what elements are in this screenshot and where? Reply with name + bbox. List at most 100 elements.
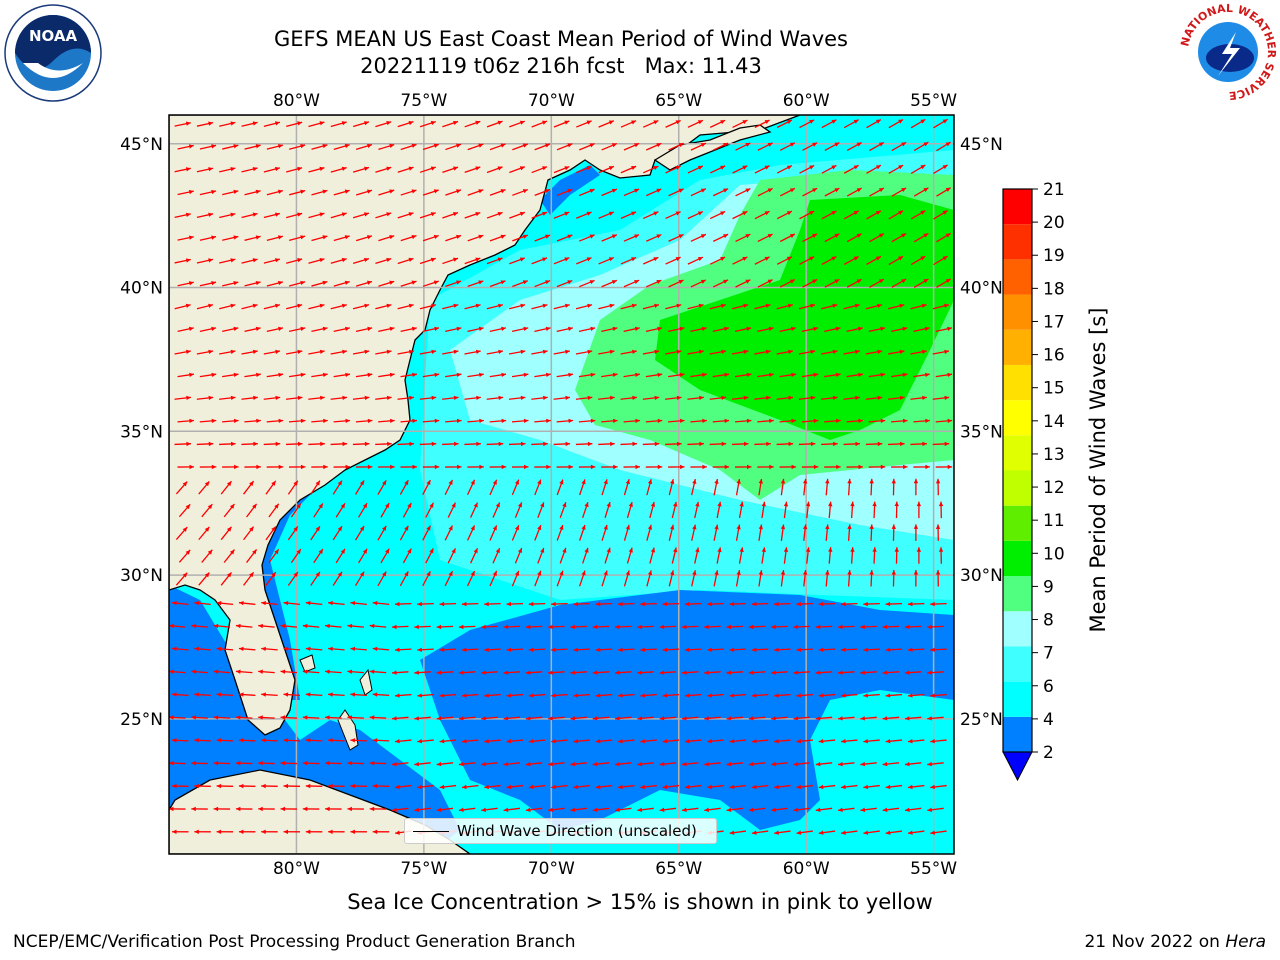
arrow-head-561: [204, 481, 210, 487]
arrow-head-802: [882, 624, 888, 630]
arrow-head-325: [411, 326, 417, 331]
arrow-head-160: [631, 211, 637, 216]
arrow-head-830: [729, 647, 735, 652]
arrow-head-419: [947, 372, 953, 378]
arrow-head-179: [277, 235, 283, 240]
arrow-head-851: [414, 670, 419, 675]
arrow-head-339: [724, 326, 729, 331]
arrow-head-1093: [350, 829, 355, 834]
arrow-head-1010: [838, 761, 843, 767]
arrow-head-1067: [548, 807, 553, 812]
arrow-head-202: [789, 233, 795, 238]
arrow-head-1006: [748, 761, 754, 767]
arrow-head-806: [194, 646, 200, 652]
lat-tick-right-0: 45°N: [960, 135, 1003, 155]
arrow-head-524: [944, 441, 950, 447]
arrow-head-926: [525, 716, 531, 721]
arrow-head-389: [278, 372, 284, 378]
arrow-head-59: [723, 143, 729, 147]
arrow-head-241: [875, 256, 881, 261]
arrow-head-124: [611, 188, 617, 193]
colorbar-tick-10: 14: [1043, 412, 1065, 432]
arrow-head-529: [278, 464, 284, 470]
arrow-head-554: [836, 464, 841, 470]
arrow-head-619: [717, 501, 722, 507]
arrow-head-253: [367, 280, 372, 285]
arrow-head-857: [548, 670, 553, 675]
arrow-head-332: [567, 326, 573, 331]
arrow-head-969: [707, 739, 712, 744]
arrow-head-1110: [729, 830, 735, 835]
arrow-head-612: [562, 502, 567, 508]
arrow-head-435: [520, 395, 526, 401]
arrow-head-505: [520, 441, 526, 447]
arrow-head-657: [780, 524, 786, 530]
arrow-head-791: [637, 624, 642, 630]
arrow-head-650: [625, 524, 630, 530]
arrow-head-845: [280, 669, 286, 674]
lat-tick-left-3: 30°N: [120, 566, 163, 586]
arrow-head-1019: [261, 783, 266, 789]
arrow-head-297: [564, 303, 570, 308]
arrow-head-403: [590, 372, 596, 378]
arrow-head-567: [337, 480, 343, 486]
arrow-head-641: [426, 525, 431, 531]
arrow-head-1027: [439, 784, 445, 790]
arrow-head-230: [631, 257, 637, 262]
arrow-head-290: [408, 303, 414, 308]
arrow-head-481: [769, 418, 774, 424]
arrow-head-423: [253, 395, 258, 401]
arrow-head-399: [501, 372, 507, 378]
arrow-head-978: [907, 739, 913, 744]
arrow-head-14: [497, 120, 503, 125]
arrow-head-42: [344, 143, 350, 149]
arrow-head-1071: [637, 807, 643, 812]
arrow-head-262: [567, 280, 573, 285]
arrow-head-252: [344, 280, 350, 285]
arrow-head-948: [238, 738, 244, 743]
arrow-head-321: [322, 326, 328, 331]
arrow-head-468: [479, 418, 484, 424]
arrow-head-373: [698, 349, 704, 354]
arrow-head-965: [618, 739, 623, 744]
land-cuba: [169, 769, 472, 854]
arrow-head-61: [767, 142, 773, 147]
arrow-head-83: [475, 166, 481, 171]
arrow-head-191: [545, 234, 551, 239]
arrow-head-248: [255, 280, 261, 286]
arrow-head-827: [662, 647, 668, 652]
arrow-head-622: [783, 501, 789, 507]
arrow-head-510: [632, 441, 637, 447]
arrow-head-291: [431, 303, 436, 308]
arrow-head-1048: [907, 784, 913, 790]
arrow-head-609: [495, 502, 500, 508]
arrow-head-516: [766, 441, 771, 447]
arrow-head-300: [631, 303, 637, 308]
arrow-head-318: [255, 326, 261, 331]
arrow-head-984: [258, 761, 263, 766]
arrow-head-624: [828, 501, 833, 507]
arrow-head-943: [904, 716, 910, 721]
arrow-head-356: [319, 349, 325, 354]
arrow-head-876: [194, 692, 199, 697]
arrow-head-855: [503, 670, 509, 675]
arrow-head-91: [653, 165, 659, 170]
arrow-head-189: [500, 234, 506, 239]
arrow-head-956: [417, 739, 423, 744]
arrow-head-938: [793, 716, 799, 721]
arrow-head-218: [364, 257, 369, 263]
arrow-head-928: [570, 716, 576, 721]
arrow-head-679: [495, 548, 500, 554]
arrow-head-1081: [860, 807, 866, 812]
noaa-logo: NOAA: [4, 4, 102, 102]
period-9-10-region: [655, 195, 954, 440]
arrow-head-815: [395, 647, 400, 652]
arrow-head-769: [930, 601, 935, 607]
arrow-head-571: [426, 480, 431, 486]
arrow-head-134: [834, 188, 840, 193]
arrow-head-210: [185, 258, 191, 263]
arrow-head-328: [478, 326, 484, 331]
arrow-head-996: [525, 761, 531, 767]
arrow-head-726: [758, 570, 763, 575]
arrow-head-904: [818, 693, 824, 698]
